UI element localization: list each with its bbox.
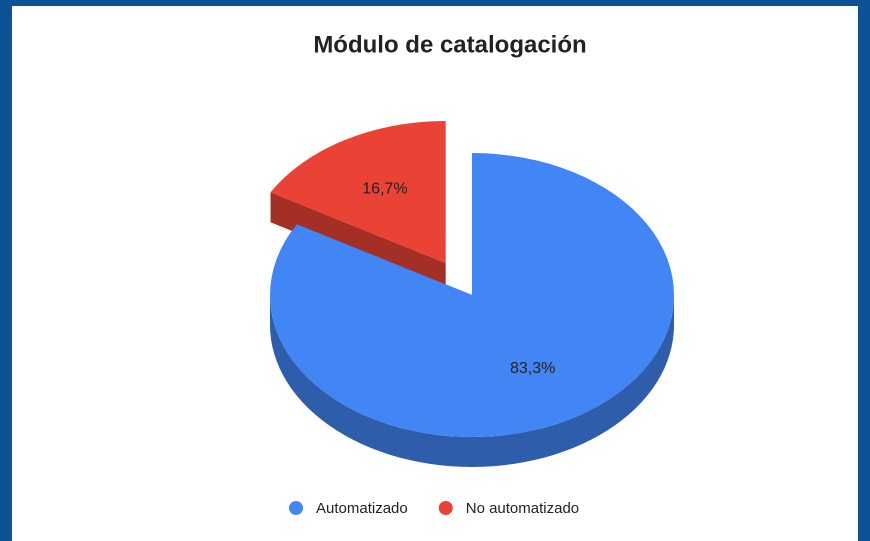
legend-label: Automatizado bbox=[316, 500, 408, 517]
legend-swatch bbox=[289, 501, 303, 515]
slice bbox=[270, 121, 446, 264]
legend-swatch bbox=[438, 501, 453, 515]
chart: Módulo de catalogación 83,3% 16,7% Automat… bbox=[12, 6, 858, 541]
legend-label: No automatizado bbox=[466, 500, 579, 517]
slice-side bbox=[270, 295, 674, 467]
data-label: 83,3% bbox=[510, 360, 555, 377]
data-label: 16,7% bbox=[362, 181, 407, 198]
slice bbox=[270, 153, 674, 437]
chart-title: Módulo de catalogación bbox=[313, 31, 586, 58]
